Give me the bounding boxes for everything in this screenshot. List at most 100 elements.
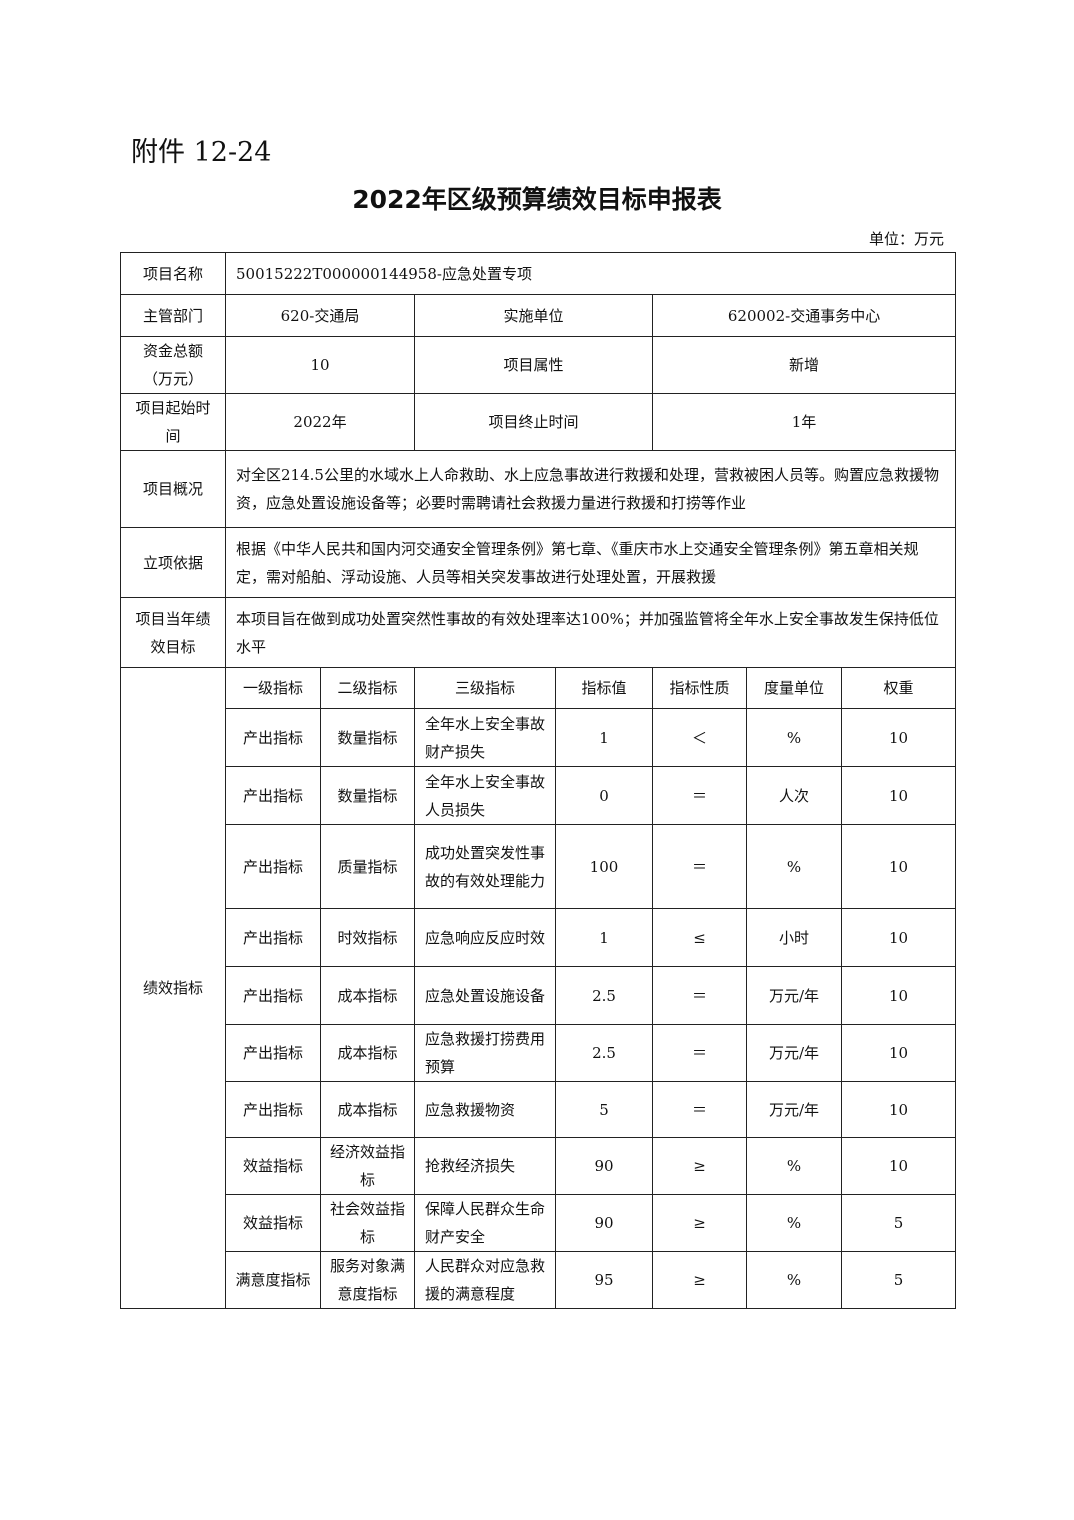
- funds: 10: [225, 336, 415, 394]
- cell-nature: ＝: [652, 1024, 747, 1082]
- cell-value: 1: [555, 908, 653, 967]
- cell-level1: 产出指标: [225, 1081, 321, 1138]
- cell-nature: ≥: [652, 1251, 747, 1309]
- cell-level3: 应急救援物资: [414, 1081, 556, 1138]
- cell-level1: 产出指标: [225, 766, 321, 825]
- dept: 620-交通局: [225, 294, 415, 337]
- table-row: 产出指标 成本指标 应急救援物资 5 ＝万元/年 10: [121, 1081, 957, 1138]
- cell-unit: 小时: [746, 908, 842, 967]
- cell-level1: 产出指标: [225, 966, 321, 1025]
- cell-level1: 效益指标: [225, 1137, 321, 1195]
- cell-value: 100: [555, 824, 653, 909]
- cell-level2: 数量指标: [320, 708, 415, 767]
- cell-level2: 成本指标: [320, 966, 415, 1025]
- cell-value: 2.5: [555, 1024, 653, 1082]
- cell-unit: 万元/年: [746, 966, 842, 1025]
- table-row: 产出指标 成本指标 应急救援打捞费用预算 2.5 ＝万元/年 10: [121, 1024, 957, 1082]
- cell-level3: 应急处置设施设备: [414, 966, 556, 1025]
- attachment-number: 附件 12-24: [131, 137, 272, 168]
- header-unit: 度量单位: [746, 667, 842, 709]
- cell-value: 0: [555, 766, 653, 825]
- cell-weight: 10: [840, 1137, 957, 1195]
- cell-level2: 服务对象满意度指标: [320, 1251, 415, 1309]
- overview: 对全区214.5公里的水域水上人命救助、水上应急事故进行救援和处理，营救被困人员…: [224, 450, 957, 528]
- cell-nature: ＜: [652, 708, 747, 767]
- cell-level3: 抢救经济损失: [414, 1137, 556, 1195]
- cell-level2: 质量指标: [320, 824, 415, 909]
- cell-unit: %: [746, 1194, 842, 1252]
- cell-value: 2.5: [555, 966, 653, 1025]
- label: 实施单位: [414, 294, 653, 337]
- label: 项目属性: [414, 336, 653, 394]
- cell-unit: 万元/年: [746, 1081, 842, 1138]
- label: 立项依据: [120, 527, 226, 598]
- header-level2: 二级指标: [320, 667, 415, 709]
- cell-nature: ≥: [652, 1137, 747, 1195]
- table-row: 产出指标 质量指标 成功处置突发性事故的有效处理能力 100 ＝% 10: [121, 824, 957, 909]
- project-name: 50015222T000000144958-应急处置专项: [224, 252, 957, 295]
- label: 项目终止时间: [414, 393, 653, 451]
- cell-weight: 10: [840, 766, 957, 825]
- cell-level3: 应急救援打捞费用预算: [414, 1024, 556, 1082]
- header-value: 指标值: [555, 667, 653, 709]
- cell-unit: %: [746, 708, 842, 767]
- table-row: 效益指标 社会效益指标 保障人民群众生命财产安全 90 ≥% 5: [121, 1194, 957, 1252]
- cell-level1: 产出指标: [225, 908, 321, 967]
- cell-weight: 10: [840, 824, 957, 909]
- cell-unit: %: [746, 1251, 842, 1309]
- cell-level2: 经济效益指标: [320, 1137, 415, 1195]
- cell-nature: ＝: [652, 824, 747, 909]
- cell-level3: 保障人民群众生命财产安全: [414, 1194, 556, 1252]
- page-title: 2022年区级预算绩效目标申报表: [352, 185, 722, 214]
- cell-level1: 产出指标: [225, 1024, 321, 1082]
- cell-level2: 成本指标: [320, 1081, 415, 1138]
- start-time: 2022年: [225, 393, 415, 451]
- goal: 本项目旨在做到成功处置突然性事故的有效处理率达100%；并加强监管将全年水上安全…: [224, 597, 957, 668]
- cell-level1: 效益指标: [225, 1194, 321, 1252]
- table-row: 满意度指标 服务对象满意度指标 人民群众对应急救援的满意程度 95 ≥% 5: [121, 1251, 957, 1309]
- cell-value: 95: [555, 1251, 653, 1309]
- cell-weight: 10: [840, 708, 957, 767]
- impl-unit: 620002-交通事务中心: [651, 294, 957, 337]
- cell-level2: 数量指标: [320, 766, 415, 825]
- cell-level3: 成功处置突发性事故的有效处理能力: [414, 824, 556, 909]
- cell-value: 90: [555, 1137, 653, 1195]
- label: 项目起始时间: [120, 393, 226, 451]
- cell-weight: 10: [840, 1081, 957, 1138]
- project-attr: 新增: [651, 336, 957, 394]
- cell-nature: ≤: [652, 908, 747, 967]
- cell-nature: ＝: [652, 966, 747, 1025]
- cell-unit: %: [746, 1137, 842, 1195]
- budget-table: 项目名称 50015222T000000144958-应急处置专项 主管部门 620…: [120, 252, 957, 1309]
- table-row: 产出指标 时效指标 应急响应反应时效 1 ≤ 小时 10: [121, 908, 957, 967]
- cell-level3: 全年水上安全事故人员损失: [414, 766, 556, 825]
- cell-weight: 5: [840, 1194, 957, 1252]
- cell-value: 90: [555, 1194, 653, 1252]
- cell-level1: 产出指标: [225, 708, 321, 767]
- cell-nature: ≥: [652, 1194, 747, 1252]
- label: 资金总额（万元）: [120, 336, 226, 394]
- table-row: 产出指标 成本指标 应急处置设施设备 2.5 ＝万元/年 10: [121, 966, 957, 1025]
- header-level1: 一级指标: [225, 667, 321, 709]
- table-row: 产出指标 数量指标 全年水上安全事故财产损失 1 ＜% 10: [121, 708, 957, 767]
- cell-level2: 成本指标: [320, 1024, 415, 1082]
- header-row: 绩效指标 一级指标 二级指标 三级指标 指标值 指标性质 度量单位 权重: [120, 667, 957, 1309]
- cell-weight: 10: [840, 1024, 957, 1082]
- cell-level3: 人民群众对应急救援的满意程度: [414, 1251, 556, 1309]
- label: 主管部门: [120, 294, 226, 337]
- cell-unit: 人次: [746, 766, 842, 825]
- cell-weight: 10: [840, 966, 957, 1025]
- label: 项目当年绩效目标: [120, 597, 226, 668]
- cell-nature: ＝: [652, 1081, 747, 1138]
- label: 项目名称: [120, 252, 226, 295]
- header-nature: 指标性质: [652, 667, 747, 709]
- cell-unit: 万元/年: [746, 1024, 842, 1082]
- table-row: 产出指标 数量指标 全年水上安全事故人员损失 0 ＝人次 10: [121, 766, 957, 825]
- cell-level3: 应急响应反应时效: [414, 908, 556, 967]
- basis: 根据《中华人民共和国内河交通安全管理条例》第七章、《重庆市水上交通安全管理条例》…: [224, 527, 957, 598]
- cell-level2: 时效指标: [320, 908, 415, 967]
- cell-nature: ＝: [652, 766, 747, 825]
- cell-weight: 5: [840, 1251, 957, 1309]
- cell-value: 5: [555, 1081, 653, 1138]
